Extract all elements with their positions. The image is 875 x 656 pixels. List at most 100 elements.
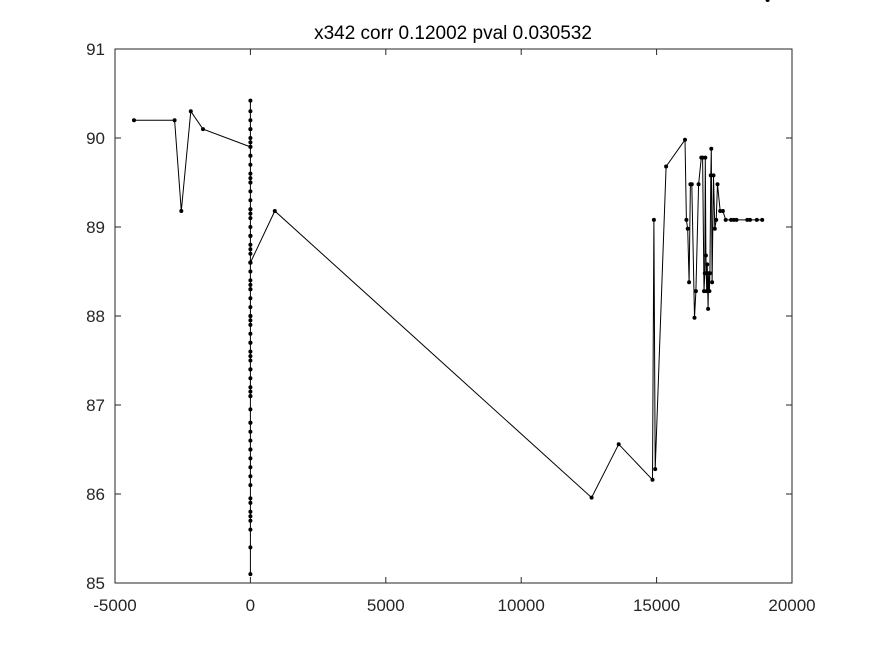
data-point [248, 287, 253, 292]
data-point [172, 118, 177, 123]
data-point [707, 289, 712, 294]
data-point [760, 217, 765, 222]
data-point [248, 514, 253, 519]
data-point [248, 389, 253, 394]
data-point [720, 209, 725, 213]
data-point [272, 209, 277, 213]
y-axis: 85 86 87 88 89 90 91 [86, 40, 792, 593]
data-point [248, 251, 253, 256]
data-point [703, 253, 708, 258]
data-point [248, 211, 253, 216]
data-point [705, 262, 710, 267]
data-point [248, 296, 253, 301]
data-point [248, 278, 253, 283]
y-tick-label: 90 [86, 129, 105, 148]
data-point [248, 407, 253, 412]
data-point [589, 495, 594, 500]
chart-title: x342 corr 0.12002 pval 0.030532 [314, 23, 592, 44]
data-point [248, 447, 253, 452]
data-point [703, 155, 708, 160]
y-tick-label: 86 [86, 485, 105, 504]
data-point [689, 182, 694, 187]
data-point [248, 136, 253, 140]
data-point [248, 282, 253, 287]
data-point [248, 225, 253, 229]
x-tick-label: 20000 [768, 596, 815, 615]
data-point [664, 164, 669, 169]
data-point [248, 305, 253, 310]
data-point [707, 271, 712, 276]
y-tick-label: 91 [86, 40, 105, 59]
data-point [248, 429, 253, 434]
data-point [711, 173, 716, 178]
data-point [248, 385, 253, 390]
data-point [653, 467, 658, 472]
data-point [696, 182, 701, 187]
x-tick-label: -5000 [93, 596, 136, 615]
data-point [712, 226, 717, 231]
data-point [248, 118, 253, 123]
y-tick-label: 87 [86, 396, 105, 415]
data-point [651, 217, 656, 222]
data-point [179, 209, 184, 213]
x-axis: -5000 0 5000 10000 15000 20000 [93, 49, 816, 615]
data-point [692, 315, 697, 320]
y-tick-label: 88 [86, 307, 105, 326]
data-point [248, 318, 253, 323]
x-tick-label: 15000 [633, 596, 680, 615]
data-point [248, 349, 253, 354]
data-point [248, 144, 253, 149]
data-point [248, 474, 253, 479]
data-point [248, 198, 253, 203]
data-point [248, 140, 253, 145]
data-point [248, 572, 253, 577]
data-point [248, 545, 253, 550]
data-point [188, 109, 193, 114]
data-point [248, 98, 253, 103]
data-point [710, 280, 715, 285]
data-point [201, 127, 205, 132]
data-point [248, 496, 253, 501]
data-point [714, 217, 719, 222]
data-point [748, 217, 752, 222]
data-point [248, 483, 253, 488]
x-tick-label: 5000 [367, 596, 405, 615]
data-point [248, 420, 253, 425]
data-point [754, 217, 759, 222]
data-point [248, 176, 253, 181]
data-point [248, 509, 253, 514]
data-point [683, 137, 687, 142]
data-point [709, 146, 714, 151]
data-point [702, 271, 707, 276]
data-point [248, 109, 253, 114]
data-point [132, 118, 136, 123]
data-point [248, 354, 253, 359]
data-point [248, 438, 253, 443]
axes-box [114, 48, 793, 584]
data-point [248, 260, 253, 265]
data-point [734, 217, 739, 222]
data-point [765, 0, 770, 2]
data-point [248, 358, 253, 363]
data-point [685, 226, 690, 231]
data-point [248, 153, 253, 158]
data-point [248, 216, 253, 221]
data-point [248, 527, 253, 532]
x-tick-label: 10000 [498, 596, 545, 615]
y-tick-label: 89 [86, 218, 105, 237]
data-point [684, 217, 689, 222]
data-point [248, 465, 253, 470]
data-point [693, 289, 698, 294]
x-tick-label: 0 [246, 596, 255, 615]
data-point [248, 518, 253, 523]
data-point [248, 180, 253, 185]
data-point [248, 314, 253, 318]
data-point [723, 217, 728, 222]
data-point [248, 331, 253, 336]
data-point [248, 127, 253, 132]
data-point [248, 189, 253, 194]
data-point [248, 269, 253, 274]
data-point [248, 376, 253, 381]
data-point [248, 233, 253, 238]
